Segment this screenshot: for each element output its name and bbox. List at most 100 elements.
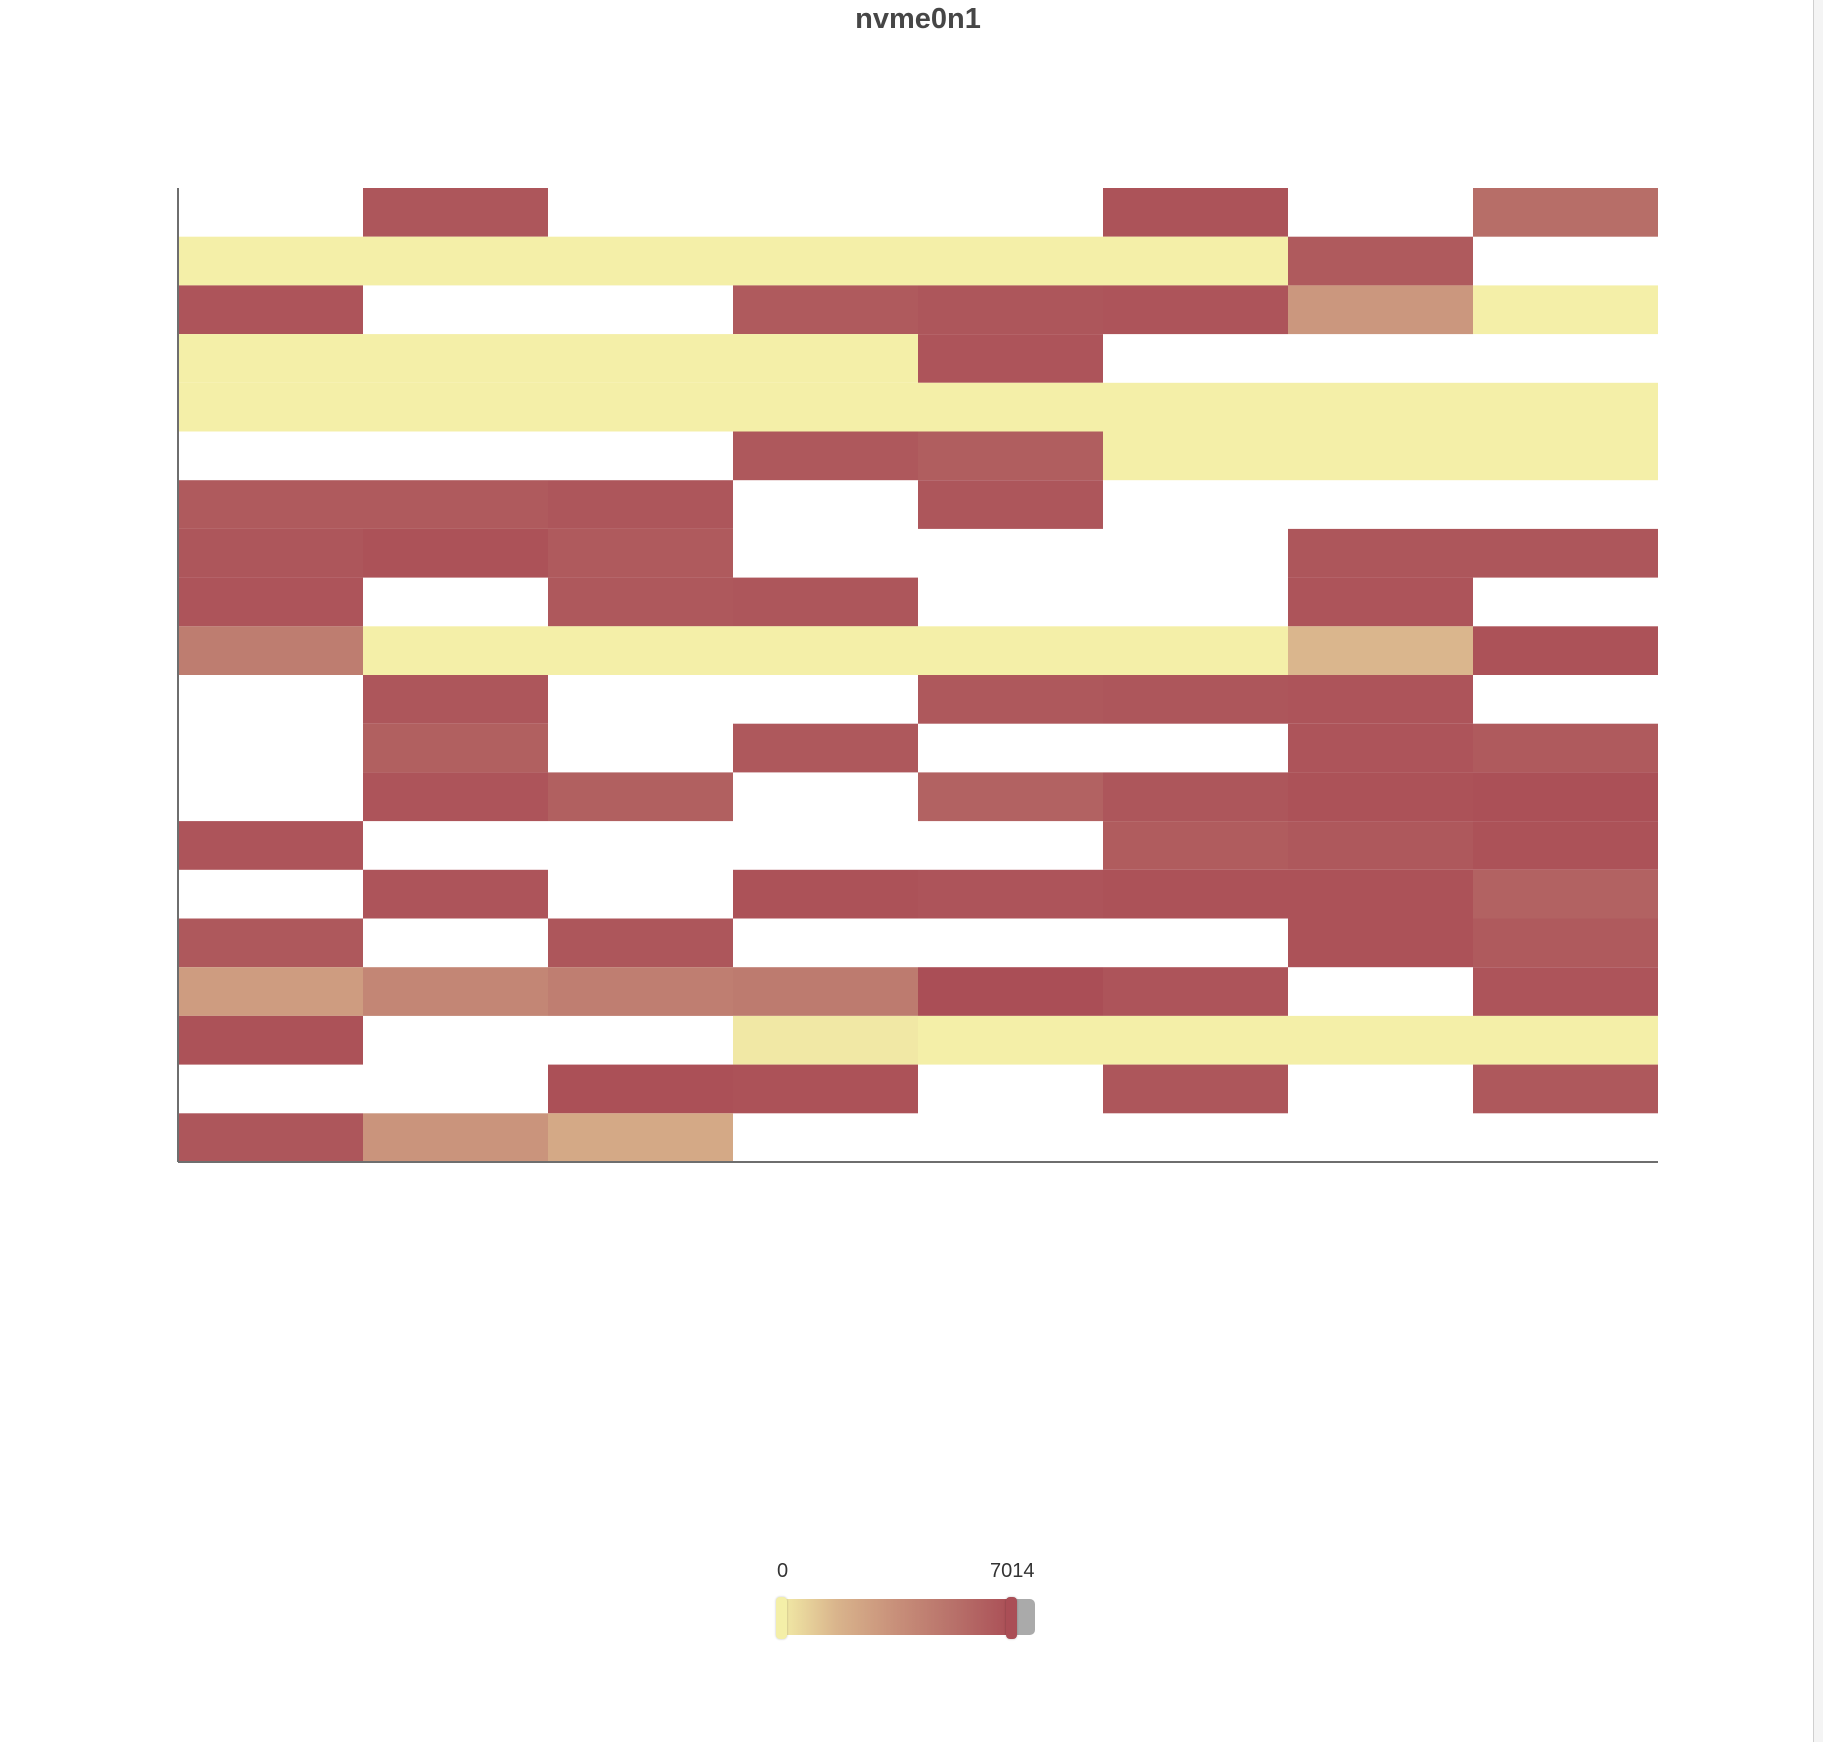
heatmap-cell[interactable] <box>1473 382 1658 432</box>
heatmap-cell[interactable] <box>733 967 918 1016</box>
heatmap-cell[interactable] <box>918 431 1103 481</box>
heatmap-cell[interactable] <box>363 772 548 822</box>
heatmap-cell[interactable] <box>733 1015 918 1065</box>
heatmap-cell[interactable] <box>548 967 733 1016</box>
heatmap-cell[interactable] <box>548 528 733 578</box>
heatmap-cell[interactable] <box>363 528 548 578</box>
heatmap-cell[interactable] <box>363 723 548 773</box>
window-scrollbar[interactable] <box>1813 0 1823 1742</box>
heatmap-cell[interactable] <box>1473 1064 1658 1114</box>
visualmap-max-handle[interactable] <box>1006 1597 1017 1639</box>
heatmap-cell[interactable] <box>918 334 1103 383</box>
heatmap-cell[interactable] <box>1103 772 1288 822</box>
heatmap-cell[interactable] <box>548 480 733 529</box>
heatmap-cell[interactable] <box>363 626 548 675</box>
heatmap-cell[interactable] <box>1103 869 1288 919</box>
heatmap-cell[interactable] <box>1473 772 1658 822</box>
heatmap-cell[interactable] <box>1473 285 1658 335</box>
heatmap-cell[interactable] <box>363 869 548 919</box>
heatmap-cell[interactable] <box>1473 431 1658 481</box>
heatmap-cell[interactable] <box>1473 869 1658 919</box>
heatmap-cell[interactable] <box>1473 821 1658 870</box>
heatmap-cell[interactable] <box>363 967 548 1016</box>
heatmap-cell[interactable] <box>918 236 1103 286</box>
heatmap-cell[interactable] <box>548 236 733 286</box>
heatmap-cell[interactable] <box>548 1113 733 1162</box>
heatmap-cell[interactable] <box>733 431 918 481</box>
heatmap-cell[interactable] <box>1288 382 1473 432</box>
heatmap-cell[interactable] <box>733 626 918 675</box>
heatmap-cell[interactable] <box>548 382 733 432</box>
heatmap-cell[interactable] <box>363 675 548 724</box>
heatmap-cell[interactable] <box>1103 382 1288 432</box>
heatmap-cell[interactable] <box>363 188 548 237</box>
heatmap-cell[interactable] <box>1473 1015 1658 1065</box>
heatmap-cell[interactable] <box>918 967 1103 1016</box>
heatmap-cell[interactable] <box>1473 528 1658 578</box>
heatmap-cell[interactable] <box>918 1015 1103 1065</box>
heatmap-cell[interactable] <box>733 382 918 432</box>
heatmap-cell[interactable] <box>918 626 1103 675</box>
heatmap-cell[interactable] <box>1288 772 1473 822</box>
heatmap-cell[interactable] <box>178 528 363 578</box>
heatmap-cell[interactable] <box>1288 528 1473 578</box>
heatmap-cell[interactable] <box>1103 431 1288 481</box>
heatmap-cell[interactable] <box>918 675 1103 724</box>
heatmap-cell[interactable] <box>733 334 918 383</box>
heatmap-cell[interactable] <box>363 480 548 529</box>
heatmap-cell[interactable] <box>1288 285 1473 335</box>
heatmap-cell[interactable] <box>733 723 918 773</box>
heatmap-cell[interactable] <box>1473 918 1658 968</box>
heatmap-cell[interactable] <box>1288 675 1473 724</box>
heatmap-cell[interactable] <box>1103 821 1288 870</box>
heatmap-cell[interactable] <box>733 236 918 286</box>
heatmap-cell[interactable] <box>1288 236 1473 286</box>
heatmap-cell[interactable] <box>1103 188 1288 237</box>
heatmap-cell[interactable] <box>1288 1015 1473 1065</box>
heatmap-cell[interactable] <box>733 577 918 627</box>
heatmap-cell[interactable] <box>548 334 733 383</box>
heatmap-cell[interactable] <box>1288 431 1473 481</box>
heatmap-cell[interactable] <box>1103 285 1288 335</box>
heatmap-cell[interactable] <box>178 480 363 529</box>
heatmap-cell[interactable] <box>1473 967 1658 1016</box>
heatmap-cell[interactable] <box>363 334 548 383</box>
heatmap-cell[interactable] <box>733 1064 918 1114</box>
heatmap-cell[interactable] <box>178 577 363 627</box>
heatmap-cell[interactable] <box>1288 821 1473 870</box>
heatmap-cell[interactable] <box>918 869 1103 919</box>
heatmap-cell[interactable] <box>178 285 363 335</box>
heatmap-cell[interactable] <box>918 772 1103 822</box>
heatmap-cell[interactable] <box>178 382 363 432</box>
heatmap-cell[interactable] <box>1103 1015 1288 1065</box>
heatmap-cell[interactable] <box>733 285 918 335</box>
heatmap-cell[interactable] <box>1473 626 1658 675</box>
heatmap-cell[interactable] <box>918 480 1103 529</box>
heatmap-cell[interactable] <box>178 821 363 870</box>
visualmap-min-handle[interactable] <box>776 1597 787 1639</box>
heatmap-cell[interactable] <box>178 1015 363 1065</box>
heatmap-cell[interactable] <box>1473 188 1658 237</box>
heatmap-cell[interactable] <box>1288 577 1473 627</box>
heatmap-cell[interactable] <box>548 1064 733 1114</box>
heatmap-cell[interactable] <box>178 626 363 675</box>
heatmap-cell[interactable] <box>1103 967 1288 1016</box>
heatmap-cell[interactable] <box>363 236 548 286</box>
heatmap-cell[interactable] <box>363 1113 548 1162</box>
heatmap-cell[interactable] <box>1103 236 1288 286</box>
heatmap-cell[interactable] <box>548 918 733 968</box>
heatmap-cell[interactable] <box>1103 675 1288 724</box>
heatmap-cell[interactable] <box>1288 869 1473 919</box>
heatmap-cell[interactable] <box>178 967 363 1016</box>
heatmap-cell[interactable] <box>548 626 733 675</box>
heatmap-cell[interactable] <box>178 1113 363 1162</box>
heatmap-cell[interactable] <box>548 772 733 822</box>
heatmap-cell[interactable] <box>548 577 733 627</box>
heatmap-cell[interactable] <box>363 382 548 432</box>
heatmap-cell[interactable] <box>918 285 1103 335</box>
heatmap-cell[interactable] <box>1288 918 1473 968</box>
heatmap-cell[interactable] <box>1473 723 1658 773</box>
heatmap-cell[interactable] <box>178 918 363 968</box>
heatmap-cell[interactable] <box>1103 1064 1288 1114</box>
heatmap-cell[interactable] <box>1288 723 1473 773</box>
